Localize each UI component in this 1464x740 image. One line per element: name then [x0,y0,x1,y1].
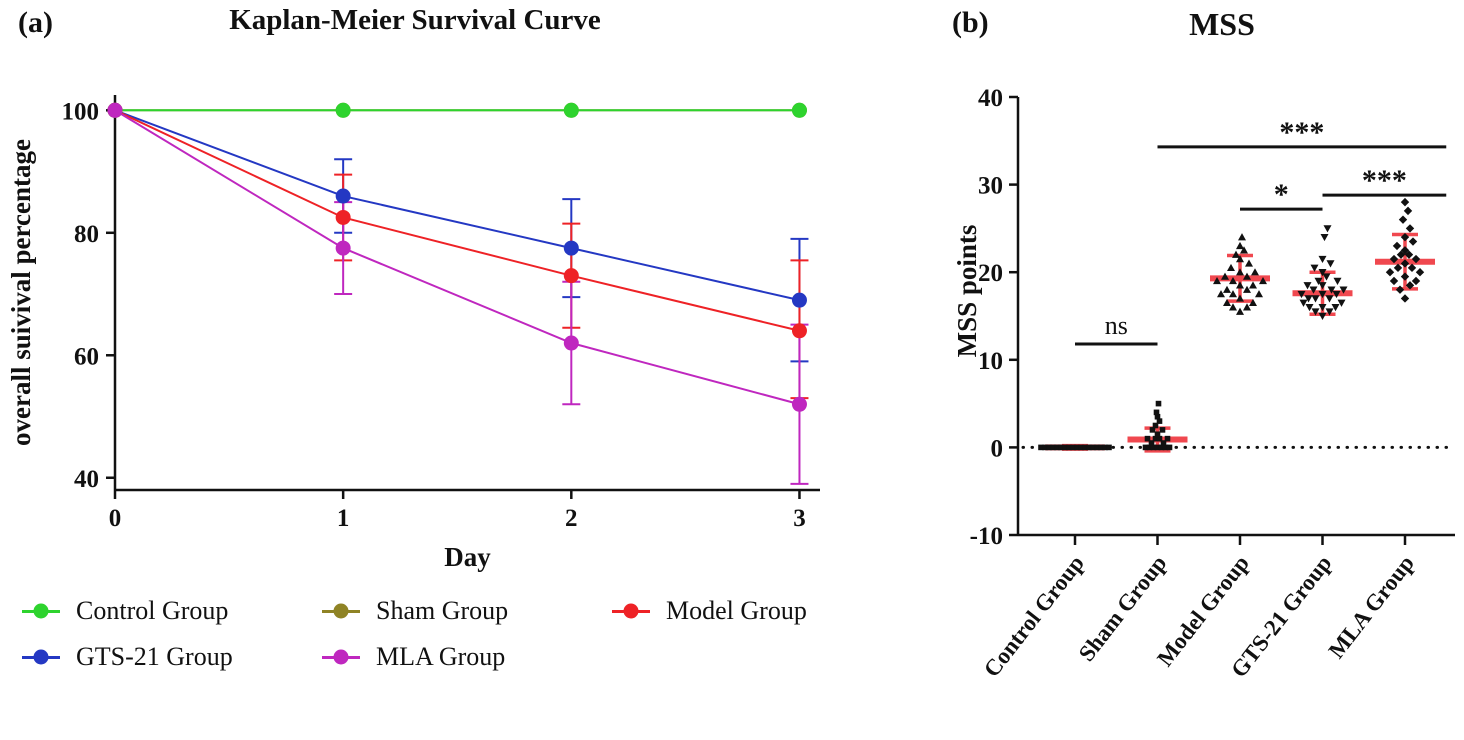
y-tick-label: 100 [62,98,100,125]
y-tick-label: 0 [991,435,1004,462]
mss-chart-title: MSS [1189,6,1255,42]
x-tick-label: 1 [337,505,350,532]
legend-label: Control Group [76,596,229,625]
series-point [335,102,351,118]
legend-item-sham: Sham Group [322,596,612,626]
x-tick-label: 2 [565,505,578,532]
scatter-group-sham-group [1142,400,1173,451]
panel-b-tag: (b) [952,6,989,39]
y-tick-label: -10 [970,523,1003,550]
sham-group-marker-icon [322,603,360,619]
y-tick-label: 60 [74,343,99,370]
significance-label: *** [1362,164,1407,197]
x-tick-label: 0 [109,505,122,532]
significance-label: * [1274,178,1289,211]
series-point [791,323,807,339]
legend-item-control: Control Group [22,596,322,626]
significance-label: *** [1279,116,1324,149]
y-tick-label: 10 [978,348,1003,375]
series-point [563,102,579,118]
series-point [563,240,579,256]
km-chart-title: Kaplan-Meier Survival Curve [229,4,601,36]
series-model-group [114,109,809,400]
y-tick-label: 40 [978,85,1003,112]
legend-label: Model Group [666,596,807,625]
panel-kaplan-meier: (a) Kaplan-Meier Survival Curve 40 60 80 10… [6,4,872,672]
scatter-group-control-group [1038,444,1112,451]
y-tick-label: 20 [978,260,1003,287]
x-category-label: Control Group [979,551,1089,682]
x-category-label: MLA Group [1324,551,1419,663]
y-tick-label: 40 [74,466,99,493]
series-point [107,102,123,118]
significance-label: ns [1105,311,1128,340]
series-line [114,109,800,332]
y-axis-label: overall suivival percentage [6,139,36,446]
scatter-group-gts-21-group [1297,225,1348,320]
series-point [563,335,579,351]
x-axis-label: Day [444,542,491,572]
gts21-group-marker-icon [22,649,60,665]
panel-a-tag: (a) [18,6,53,39]
legend-item-mla: MLA Group [322,642,612,672]
legend-label: MLA Group [376,642,506,671]
panel-mss: (b) MSS -10 0 10 20 30 40 MSS points Control Gr… [930,0,1464,740]
legend-item-model: Model Group [612,596,872,626]
series-mla-group [114,109,809,485]
y-tick-label: 30 [978,173,1003,200]
scatter-group-model-group [1213,233,1267,315]
km-survival-chart-svg: 40 60 80 100 0 1 2 3 Day overall suivival percent… [6,95,820,572]
legend-item-gts21: GTS-21 Group [22,642,322,672]
series-point [791,102,807,118]
series-point [563,268,579,284]
y-axis-label: MSS points [952,225,982,358]
mla-group-marker-icon [322,649,360,665]
control-group-marker-icon [22,603,60,619]
series-point [791,396,807,412]
scatter-group-mla-group [1385,197,1425,303]
series-point [335,209,351,225]
series-gts-21-group [114,109,809,363]
km-legend: Control Group Sham Group Model Group GTS… [22,596,872,672]
legend-label: GTS-21 Group [76,642,233,671]
series-line [114,109,800,302]
y-tick-label: 80 [74,221,99,248]
series-line [114,109,800,406]
legend-label: Sham Group [376,596,509,625]
series-point [335,188,351,204]
model-group-marker-icon [612,603,650,619]
x-tick-label: 3 [793,505,806,532]
series-point [335,240,351,256]
series-point [791,292,807,308]
